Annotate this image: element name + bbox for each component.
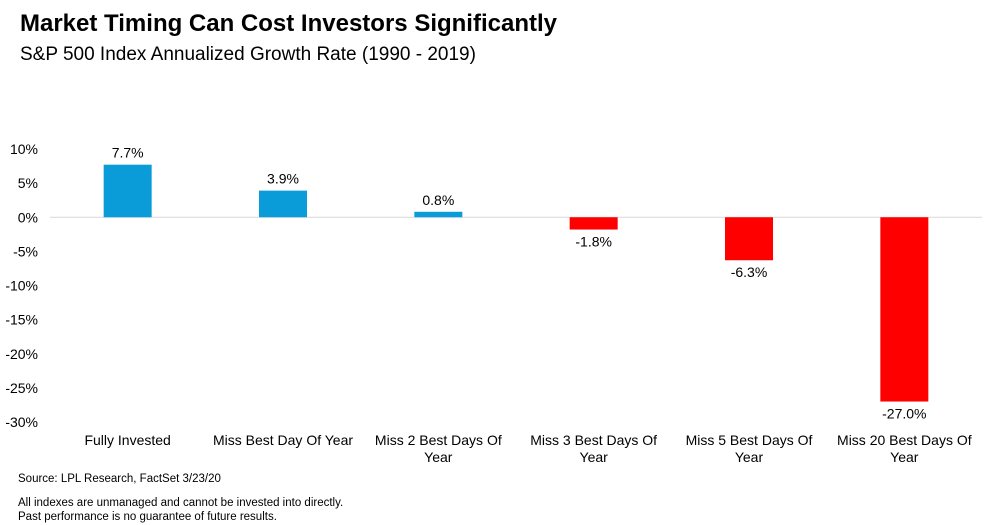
y-tick-label: -25% — [5, 380, 38, 396]
category-label: Miss 5 Best Days Of — [686, 432, 813, 448]
data-label: 3.9% — [267, 171, 299, 187]
data-label: -27.0% — [882, 406, 926, 422]
bar — [725, 217, 773, 261]
data-label: 0.8% — [422, 192, 454, 208]
category-label: Miss 2 Best Days Of — [375, 432, 502, 448]
category-labels: Fully Invested Miss Best Day Of Year Miss … — [84, 432, 971, 465]
disclaimer: All indexes are unmanaged and cannot be … — [18, 496, 343, 524]
data-label: 7.7% — [112, 145, 144, 161]
category-label: Year — [424, 449, 453, 465]
bar — [569, 217, 618, 230]
y-tick-label: -30% — [5, 414, 38, 430]
data-label: -6.3% — [731, 264, 768, 280]
y-tick-label: -15% — [5, 312, 38, 328]
bar — [414, 211, 463, 218]
y-tick-label: -5% — [13, 243, 38, 259]
chart-title: Market Timing Can Cost Investors Signifi… — [20, 10, 557, 37]
y-tick-label: -10% — [5, 278, 38, 294]
y-tick-label: -20% — [5, 346, 38, 362]
y-tick-label: 10% — [10, 141, 38, 157]
category-label: Year — [735, 449, 764, 465]
category-label: Miss 20 Best Days Of — [837, 432, 972, 448]
y-tick-label: 0% — [18, 209, 38, 225]
source-note: Source: LPL Research, FactSet 3/23/20 — [18, 473, 221, 485]
y-tick-label: 5% — [18, 175, 38, 191]
disclaimer-line: All indexes are unmanaged and cannot be … — [18, 497, 344, 509]
y-axis: 10% 5% 0% -5% -10% -15% -20% -25% -30% — [5, 141, 38, 430]
bar — [103, 164, 152, 218]
bar — [880, 217, 929, 402]
bar-chart: 10% 5% 0% -5% -10% -15% -20% -25% -30% 7.7% 3.9% 0… — [5, 141, 982, 465]
category-label: Year — [890, 449, 919, 465]
data-label: -1.8% — [575, 234, 612, 250]
category-label: Miss 3 Best Days Of — [530, 432, 657, 448]
chart-subtitle: S&P 500 Index Annualized Growth Rate (19… — [20, 44, 476, 65]
bar — [259, 190, 307, 218]
category-label: Miss Best Day Of Year — [213, 432, 353, 448]
category-label: Fully Invested — [84, 432, 170, 448]
disclaimer-line: Past performance is no guarantee of futu… — [18, 511, 277, 523]
data-labels: 7.7% 3.9% 0.8% -1.8% -6.3% -27.0% — [112, 145, 927, 422]
category-label: Year — [580, 449, 609, 465]
bars — [103, 164, 929, 402]
